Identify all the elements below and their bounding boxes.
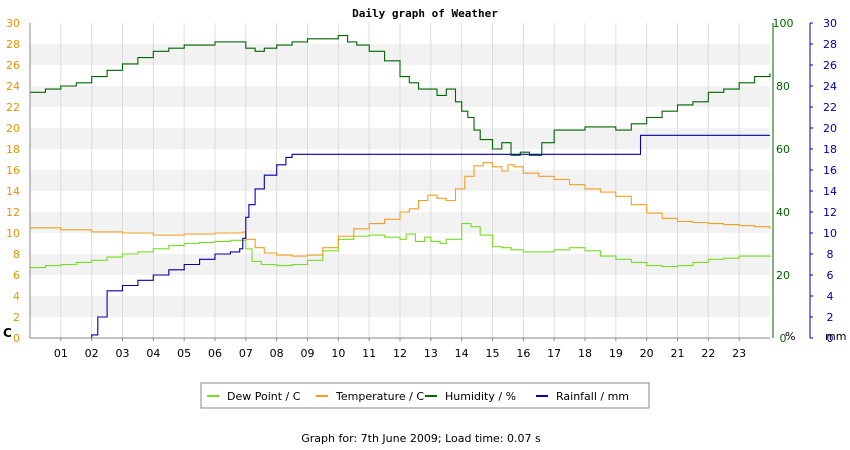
rainfall-axis-tick-label: 8 [827,248,834,261]
rainfall-axis-tick-label: 24 [823,80,837,93]
rainfall-axis-tick-label: 26 [823,59,837,72]
x-axis-tick-label: 19 [609,347,623,360]
x-axis-tick-label: 09 [301,347,315,360]
x-axis-tick-label: 17 [547,347,561,360]
x-axis-tick-label: 15 [486,347,500,360]
legend-label-rainfall: Rainfall / mm [556,390,629,403]
left-axis-tick-label: 6 [13,269,20,282]
humidity-axis-tick-label: 60 [776,143,790,156]
rainfall-axis-tick-label: 14 [823,185,837,198]
x-axis-tick-label: 10 [331,347,345,360]
rainfall-axis-tick-label: 10 [823,227,837,240]
humidity-axis-tick-label: 0 [780,332,787,345]
x-axis-tick-label: 12 [393,347,407,360]
rainfall-axis-tick-label: 18 [823,143,837,156]
chart-title: Daily graph of Weather [352,7,498,20]
rainfall-axis-tick-label: 4 [827,290,834,303]
rainfall-axis-tick-label: 16 [823,164,837,177]
legend: Dew Point / C Temperature / C Humidity / %… [200,382,650,409]
humidity-axis-unit-label: % [785,330,795,343]
x-axis-tick-label: 08 [270,347,284,360]
left-axis-tick-label: 16 [6,164,20,177]
rainfall-axis-unit-label: mm [825,330,846,343]
left-axis-tick-label: 22 [6,101,20,114]
x-axis-tick-label: 02 [85,347,99,360]
legend-items: Dew Point / C Temperature / C Humidity / %… [207,390,629,403]
x-axis-tick-label: 03 [116,347,130,360]
legend-label-temperature: Temperature / C [335,390,424,403]
humidity-axis-tick-label: 20 [776,269,790,282]
legend-label-dew: Dew Point / C [227,390,301,403]
x-axis-tick-label: 07 [239,347,253,360]
x-axis-tick-label: 22 [701,347,715,360]
left-axis-tick-label: 14 [6,185,20,198]
rainfall-axis-tick-label: 12 [823,206,837,219]
x-axis-tick-label: 01 [54,347,68,360]
rainfall-axis-tick-label: 22 [823,101,837,114]
left-axis-tick-label: 8 [13,248,20,261]
left-axis-tick-label: 28 [6,38,20,51]
left-axis-tick-label: 18 [6,143,20,156]
left-axis-tick-label: 24 [6,80,20,93]
rainfall-axis-tick-label: 20 [823,122,837,135]
series-line-humidity [30,35,771,156]
series-line-temperature [30,162,771,257]
humidity-axis-tick-label: 100 [773,17,794,30]
footer-text: Graph for: 7th June 2009; Load time: 0.0… [301,432,541,445]
x-axis-tick-label: 23 [732,347,746,360]
x-axis-tick-label: 04 [146,347,160,360]
series-line-rainfall [30,134,770,339]
x-axis-tick-label: 11 [362,347,376,360]
series-line-dew [30,223,771,269]
rainfall-axis-tick-label: 6 [827,269,834,282]
left-axis-tick-label: 0 [13,332,20,345]
x-axis-tick-label: 20 [640,347,654,360]
x-axis-tick-label: 06 [208,347,222,360]
left-axis-tick-label: 2 [13,311,20,324]
x-axis-tick-label: 13 [424,347,438,360]
x-axis-tick-label: 14 [455,347,469,360]
left-axis-tick-label: 30 [6,17,20,30]
humidity-axis-tick-label: 80 [776,80,790,93]
x-axis-ticks: 01 02 03 04 05 06 07 08 09 10 11 12 13 14 15 16 17 18 19 20… [54,338,746,360]
rainfall-axis-tick-label: 30 [823,17,837,30]
x-axis-tick-label: 18 [578,347,592,360]
legend-label-humidity: Humidity / % [445,390,516,403]
x-axis-tick-label: 16 [516,347,530,360]
rainfall-axis-tick-label: 2 [827,311,834,324]
left-axis-tick-label: 26 [6,59,20,72]
humidity-axis-tick-label: 40 [776,206,790,219]
x-axis-tick-label: 21 [671,347,685,360]
plot-lines [30,35,771,339]
left-axis-tick-label: 12 [6,206,20,219]
left-axis-tick-label: 20 [6,122,20,135]
left-axis-unit-label: C [3,326,12,340]
left-axis-tick-label: 10 [6,227,20,240]
x-axis-tick-label: 05 [177,347,191,360]
rainfall-axis-tick-label: 28 [823,38,837,51]
humidity-axis-ticks: 0 20 40 60 80 100 [773,17,794,345]
rainfall-axis-tick-label: 0 [827,332,834,345]
left-axis-tick-label: 4 [13,290,20,303]
